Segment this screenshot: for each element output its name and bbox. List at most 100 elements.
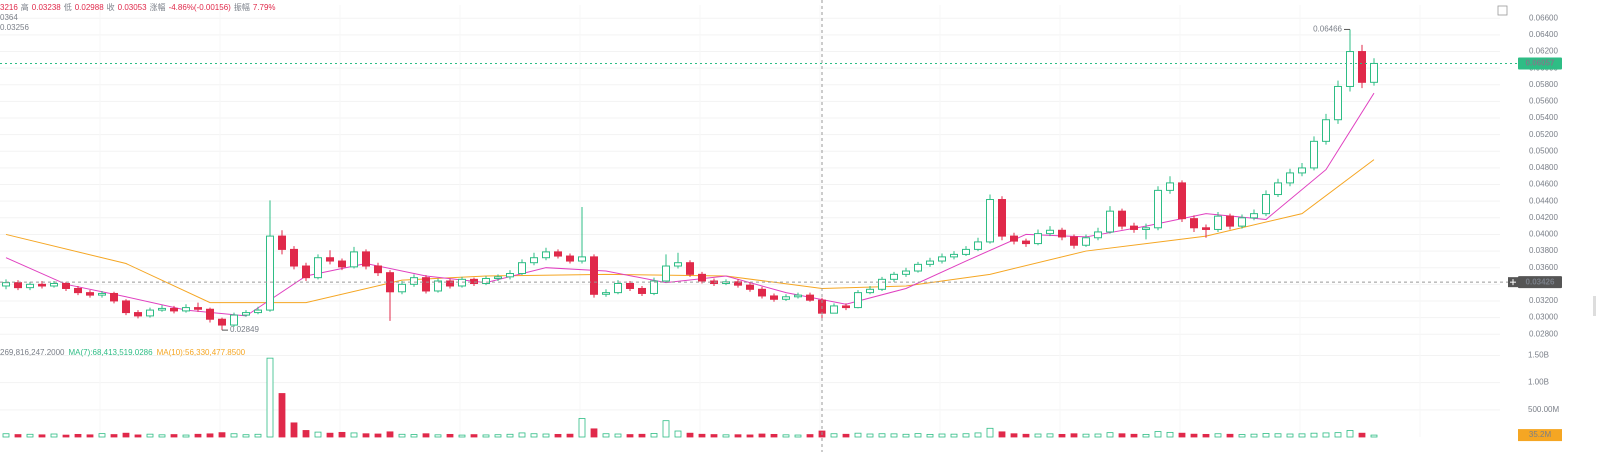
- candle-body: [518, 262, 526, 275]
- volume-tag: [1518, 429, 1562, 442]
- candle-body: [110, 292, 118, 302]
- candle-body: [1118, 210, 1126, 227]
- candle-body: [746, 284, 754, 290]
- volume-bar: [278, 393, 286, 438]
- volume-bar: [50, 433, 58, 438]
- volume-bar: [638, 433, 646, 438]
- candle-body: [1370, 62, 1378, 83]
- candle-body: [1142, 227, 1150, 230]
- candle-body: [614, 282, 622, 294]
- volume-bar: [122, 432, 130, 438]
- candle-body: [578, 256, 586, 262]
- volume-bar: [854, 432, 862, 438]
- volume-bar: [794, 434, 802, 438]
- volume-bar: [1238, 434, 1246, 438]
- candle-body: [770, 295, 778, 300]
- volume-bar: [458, 434, 466, 438]
- volume-bar: [1202, 433, 1210, 438]
- volume-tag-label: 35.2M: [1529, 430, 1552, 439]
- volume-bar: [1118, 433, 1126, 438]
- screenshot-icon[interactable]: [1497, 5, 1508, 16]
- candle-body: [86, 292, 94, 296]
- candle-body: [998, 199, 1006, 237]
- candle-body: [242, 312, 250, 316]
- volume-bar: [362, 433, 370, 438]
- legend-item: 低: [64, 2, 72, 12]
- volume-bar: [902, 433, 910, 438]
- y-tick-label: 0.02800: [1529, 329, 1558, 338]
- y-tick-label: 0.04800: [1529, 163, 1558, 172]
- volume-legend-item: 269,816,247.2000: [0, 348, 65, 357]
- y-tick-label: 0.05400: [1529, 113, 1558, 122]
- volume-legend: 269,816,247.2000 MA(7):68,413,519.0286 MA(…: [0, 348, 246, 357]
- volume-bar: [566, 433, 574, 438]
- volume-bar: [602, 433, 610, 438]
- candle-body: [182, 307, 190, 312]
- volume-bar: [878, 433, 886, 438]
- candle-body: [938, 256, 946, 262]
- volume-bar: [1154, 431, 1162, 438]
- y-tick-label: 0.05000: [1529, 146, 1558, 155]
- y-tick-label: 0.05600: [1529, 97, 1558, 106]
- candle-body: [686, 262, 694, 275]
- volume-bar: [254, 433, 262, 438]
- volume-bar: [2, 433, 10, 438]
- volume-bar: [986, 427, 994, 438]
- volume-bar: [1214, 433, 1222, 438]
- volume-bar: [206, 433, 214, 438]
- volume-bar: [230, 433, 238, 438]
- candle-body: [302, 265, 310, 279]
- volume-bar: [146, 433, 154, 438]
- legend-item: 7.79%: [253, 3, 276, 12]
- volume-bar: [1226, 433, 1234, 438]
- candle-body: [1130, 225, 1138, 230]
- volume-bar: [1106, 432, 1114, 438]
- candle-body: [1022, 240, 1030, 245]
- ma-legend: 0364: [0, 13, 18, 22]
- candle-body: [338, 260, 346, 268]
- candle-body: [266, 235, 274, 311]
- volume-bar: [434, 434, 442, 438]
- volume-bar: [614, 433, 622, 438]
- volume-bar: [518, 432, 526, 438]
- legend-item: 0.03053: [118, 3, 147, 12]
- candle-body: [2, 282, 10, 287]
- candle-body: [350, 251, 358, 268]
- volume-bar: [998, 431, 1006, 438]
- scrollbar[interactable]: [1593, 296, 1596, 316]
- candle-body: [146, 309, 154, 317]
- candle-body: [398, 283, 406, 293]
- candle-body: [326, 257, 334, 262]
- candle-body: [1178, 182, 1186, 220]
- volume-bar: [218, 432, 226, 438]
- candle-body: [494, 276, 502, 279]
- volume-bar: [1334, 432, 1342, 438]
- candle-body: [1274, 182, 1282, 196]
- volume-bar: [734, 434, 742, 438]
- y-tick-label: 0.03200: [1529, 296, 1558, 305]
- volume-bar: [1274, 433, 1282, 438]
- candle-body: [230, 314, 238, 326]
- candle-body: [1094, 231, 1102, 239]
- candle-body: [290, 248, 298, 267]
- volume-bar: [806, 434, 814, 438]
- y-tick-label: 0.03600: [1529, 263, 1558, 272]
- volume-bar: [446, 433, 454, 438]
- candle-body: [50, 282, 58, 287]
- candle-body: [1010, 235, 1018, 242]
- volume-bar: [590, 428, 598, 438]
- candle-body: [506, 273, 514, 278]
- volume-bar: [1094, 433, 1102, 438]
- candle-body: [674, 262, 682, 267]
- volume-bar: [1046, 433, 1054, 438]
- candle-body: [482, 277, 490, 284]
- candle-body: [782, 296, 790, 300]
- candle-body: [26, 283, 34, 289]
- candle-body: [1286, 172, 1294, 184]
- candle-body: [914, 263, 922, 272]
- volume-bar: [14, 434, 22, 438]
- volume-bar: [1370, 434, 1378, 438]
- y-tick-label: 0.04600: [1529, 180, 1558, 189]
- candle-body: [830, 305, 838, 314]
